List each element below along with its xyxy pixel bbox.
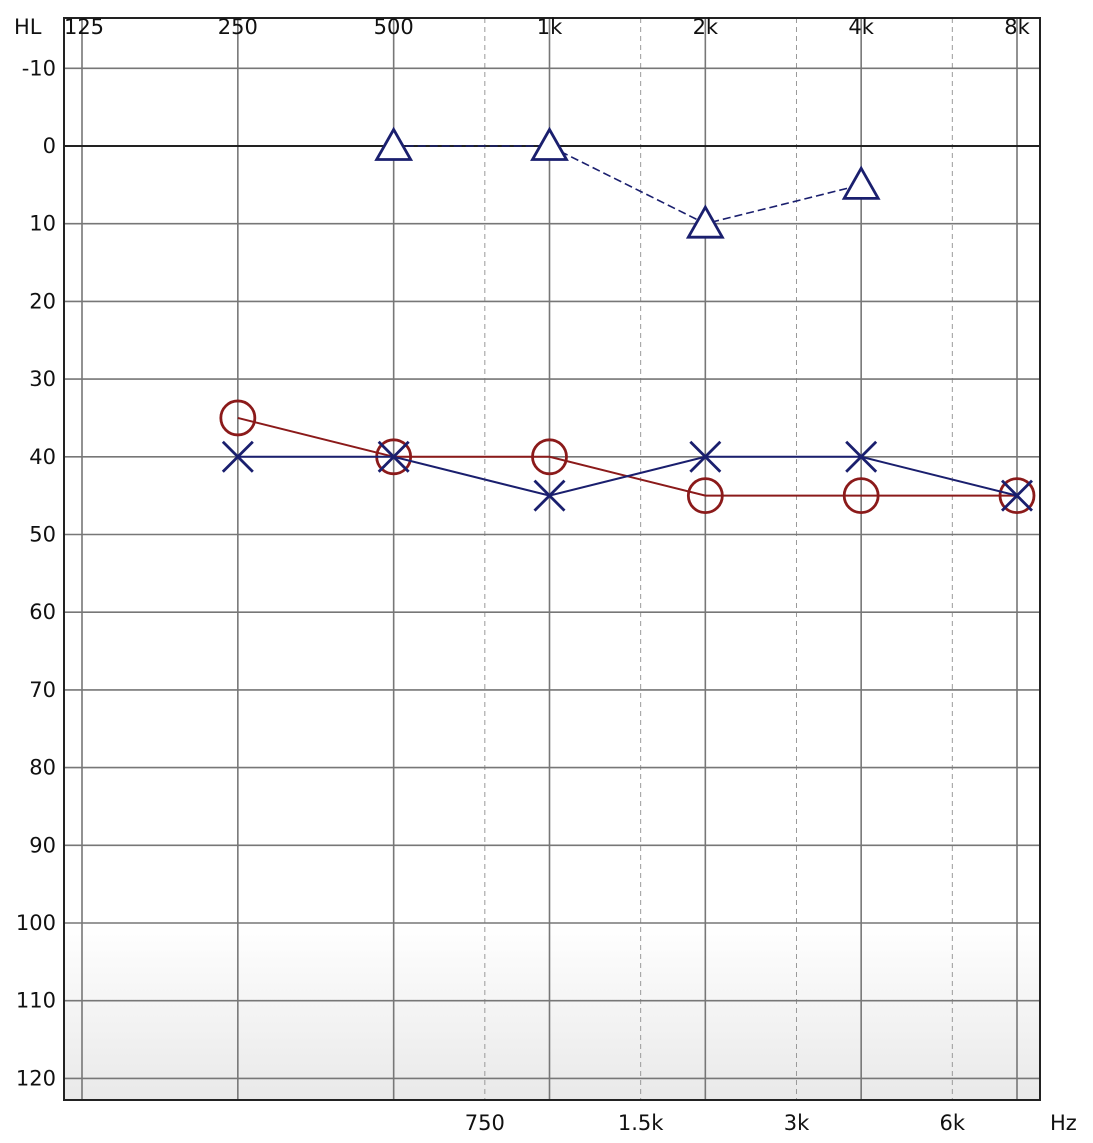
data-point-triangle bbox=[841, 165, 881, 200]
y-tick-label: 120 bbox=[16, 1066, 56, 1090]
y-tick-label: 0 bbox=[43, 134, 56, 158]
x-major-tick-label: 250 bbox=[218, 15, 258, 39]
data-point-circle bbox=[531, 438, 568, 476]
y-tick-label: 80 bbox=[29, 756, 56, 780]
data-point-cross bbox=[1001, 479, 1033, 512]
data-point-circle bbox=[842, 477, 880, 515]
series-line-triangle bbox=[393, 145, 862, 225]
x-minor-tick-label: 3k bbox=[784, 1111, 810, 1135]
data-point-cross bbox=[221, 440, 254, 473]
x-major-tick-label: 8k bbox=[1004, 15, 1030, 39]
x-minor-tick-label: 750 bbox=[465, 1111, 505, 1135]
y-tick-label: 50 bbox=[29, 523, 56, 547]
x-major-tick-label: 4k bbox=[848, 15, 874, 39]
series-layer bbox=[219, 126, 1036, 515]
data-point-circle bbox=[998, 477, 1036, 515]
y-tick-label: 40 bbox=[29, 445, 56, 469]
y-tick-label: -10 bbox=[22, 56, 56, 80]
x-major-tick-label: 125 bbox=[64, 15, 104, 39]
data-point-cross bbox=[533, 479, 566, 512]
y-tick-label: 30 bbox=[29, 367, 56, 391]
cross-stroke bbox=[533, 479, 566, 512]
plot-frame bbox=[63, 17, 1041, 1101]
x-unit-label: Hz bbox=[1050, 1111, 1077, 1135]
x-minor-tick-label: 1.5k bbox=[618, 1111, 664, 1135]
minor-grid bbox=[484, 18, 953, 1100]
shaded-region bbox=[64, 923, 1040, 1100]
data-point-triangle bbox=[374, 126, 414, 161]
x-major-tick-label: 1k bbox=[537, 15, 563, 39]
data-point-cross bbox=[845, 440, 878, 473]
data-point-triangle bbox=[685, 204, 725, 239]
cross-stroke bbox=[689, 440, 722, 473]
x-major-tick-label: 2k bbox=[693, 15, 719, 39]
x-axis-labels: 250 500 1k 2k 4k 8k 125 750 1.5k 3k 6k bbox=[64, 15, 1031, 1135]
x-minor-tick-label: 6k bbox=[940, 1111, 966, 1135]
y-tick-label: 110 bbox=[16, 989, 56, 1013]
y-unit-label: HL bbox=[14, 15, 42, 39]
y-tick-label: 70 bbox=[29, 678, 56, 702]
x-major-tick-label: 500 bbox=[374, 15, 414, 39]
y-tick-label: 90 bbox=[29, 833, 56, 857]
cross-stroke bbox=[221, 440, 254, 473]
data-point-circle bbox=[686, 477, 724, 515]
y-tick-label: 10 bbox=[29, 212, 56, 236]
data-point-cross bbox=[377, 440, 410, 473]
cross-stroke bbox=[377, 440, 410, 473]
cross-stroke bbox=[1001, 479, 1033, 512]
y-tick-label: 60 bbox=[29, 600, 56, 624]
data-point-triangle bbox=[530, 126, 569, 161]
data-point-circle bbox=[219, 399, 257, 437]
series-line-cross bbox=[237, 455, 1018, 497]
y-tick-label: 100 bbox=[16, 911, 56, 935]
cross-stroke bbox=[845, 440, 878, 473]
y-axis-labels: -10 0 10 20 30 40 50 60 70 80 90 100 110 120 bbox=[16, 56, 56, 1090]
data-point-cross bbox=[689, 440, 722, 473]
y-tick-label: 20 bbox=[29, 289, 56, 313]
